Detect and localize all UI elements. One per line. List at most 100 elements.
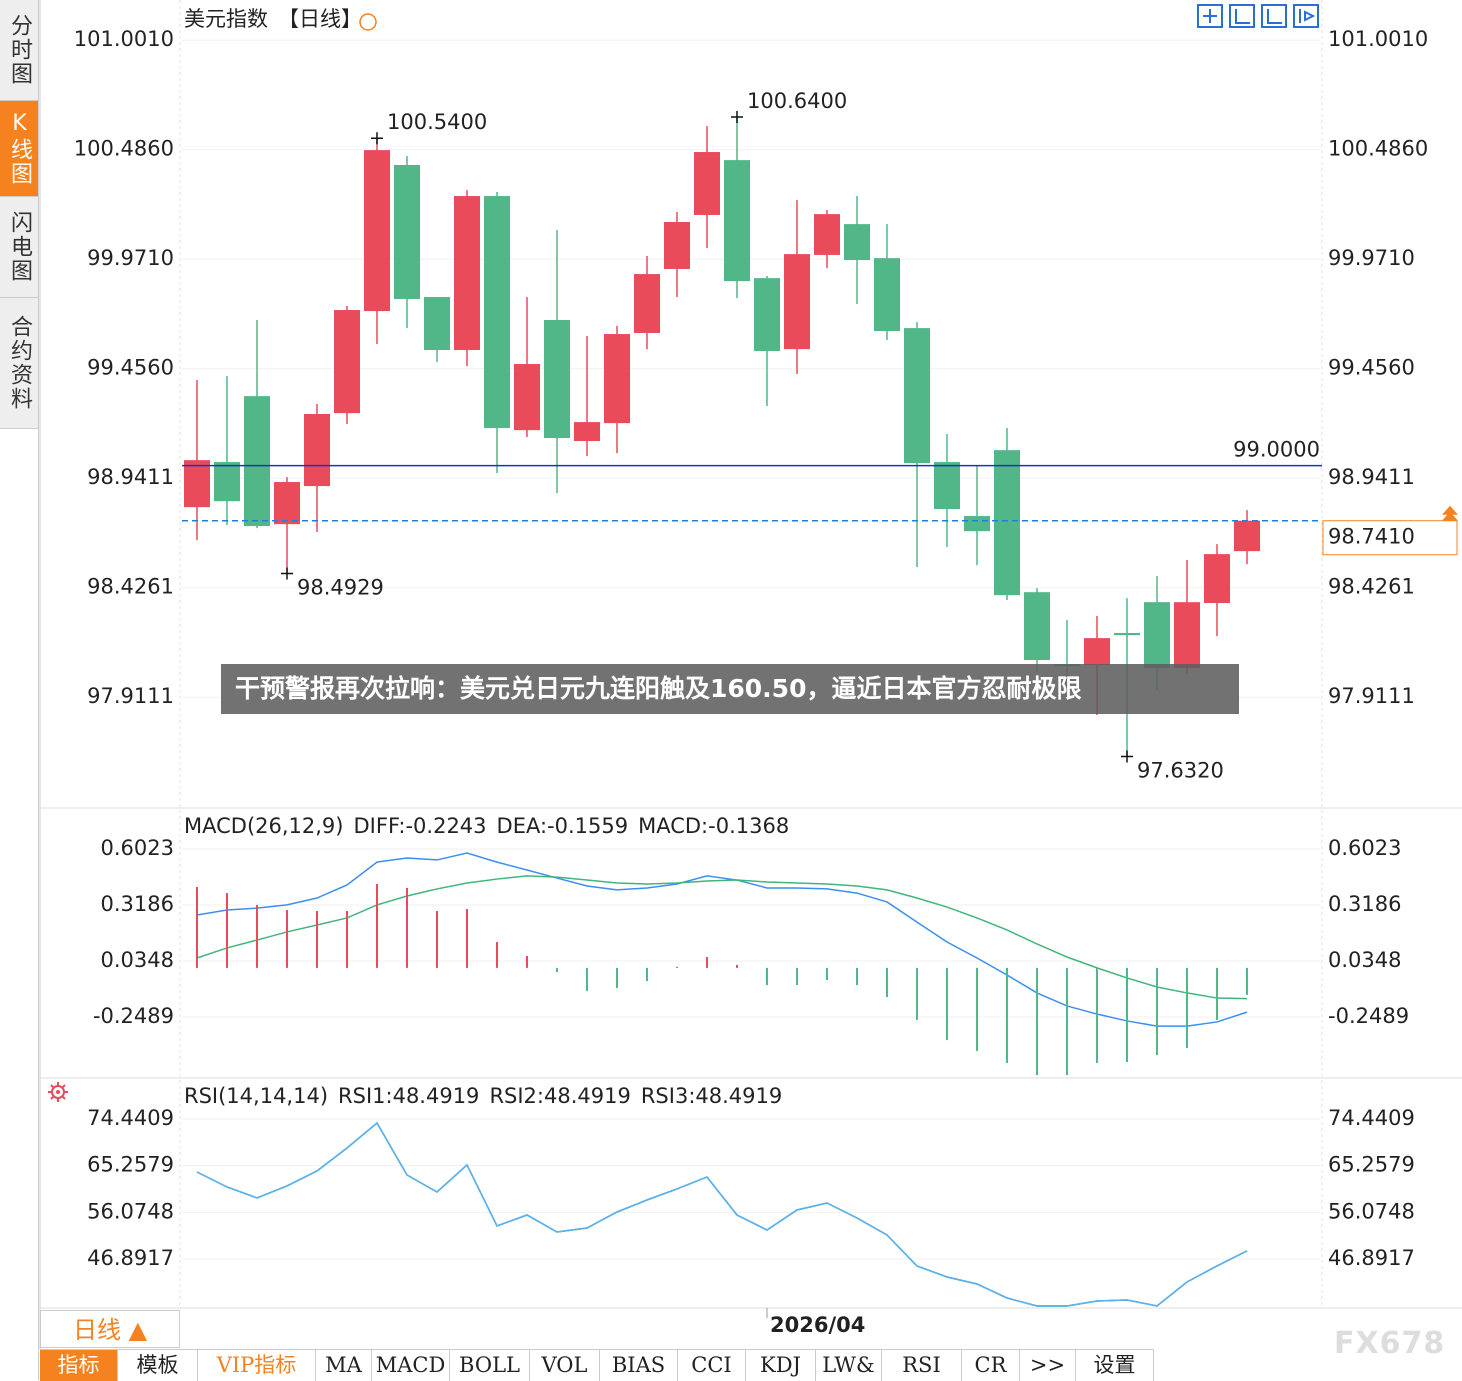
candle-body (214, 462, 240, 502)
headline-banner: 干预警报再次拉响：美元兑日元九连阳触及160.50，逼近日本官方忍耐极限 (221, 664, 1239, 714)
candle-body (394, 165, 420, 299)
y-tick-label: 0.6023 (101, 836, 174, 860)
candle-body (1204, 554, 1230, 604)
y-tick-label: 0.0348 (101, 948, 174, 972)
y-tick-label: 99.9710 (87, 246, 174, 270)
indicator-line (196, 852, 1248, 1027)
watermark: FX678 (1334, 1326, 1446, 1361)
candle-body (1144, 602, 1170, 669)
indicator-line (196, 875, 1248, 1000)
toolbar-item[interactable]: MACD (372, 1350, 450, 1381)
candle-body (424, 297, 450, 350)
reference-label: 99.0000 (1233, 438, 1320, 462)
toolbar-item[interactable]: 模板 (118, 1350, 198, 1381)
toolbar-item[interactable]: LW& (816, 1350, 882, 1381)
legend-entry: MACD:-0.1368 (638, 814, 789, 838)
candle-body (1234, 520, 1260, 552)
candle-body (574, 422, 600, 441)
toolbar-item[interactable]: MA (316, 1350, 372, 1381)
y-tick-label: 56.0748 (87, 1199, 174, 1223)
candle-body (694, 152, 720, 215)
extreme-label: 100.6400 (747, 89, 847, 113)
price-arrow (1442, 505, 1458, 521)
sidebar-tab[interactable]: K线图 (0, 101, 38, 197)
y-tick-label-right: -0.2489 (1328, 1004, 1409, 1028)
period-tab[interactable]: 日线 ▲ (40, 1310, 180, 1348)
legend-entry: DEA:-0.1559 (497, 814, 629, 838)
extreme-marker (281, 567, 293, 580)
settings-icon[interactable] (48, 1082, 68, 1102)
toolbar-item[interactable]: BOLL (450, 1350, 530, 1381)
y-tick-label: 98.4261 (87, 575, 174, 599)
toolbar-item[interactable]: VIP指标 (198, 1350, 316, 1381)
extreme-label: 98.4929 (297, 575, 384, 599)
y-tick-label: 46.8917 (87, 1246, 174, 1270)
sidebar-tab[interactable]: 合约资料 (0, 298, 38, 429)
extreme-marker (1121, 750, 1133, 763)
y-tick-label-right: 101.0010 (1328, 27, 1428, 51)
candle-body (244, 396, 270, 527)
sidebar-tab[interactable]: 分时图 (0, 0, 38, 101)
sidebar: 分时图 K线图 闪电图 合约资料 (0, 0, 39, 1380)
extreme-marker (731, 110, 743, 123)
sidebar-tab[interactable]: 闪电图 (0, 197, 38, 298)
candle-body (724, 160, 750, 282)
toolbar-item[interactable]: BIAS (600, 1350, 678, 1381)
indicator-line (196, 1121, 1248, 1307)
y-tick-label: 101.0010 (74, 27, 174, 51)
candle-body (364, 150, 390, 312)
toolbar-item[interactable]: 指标 (40, 1350, 118, 1381)
toolbar-item[interactable]: RSI (882, 1350, 962, 1381)
panel-subtitle: 【日线】 (278, 7, 362, 31)
y-tick-label: 99.4560 (87, 356, 174, 380)
y-tick-label-right: 56.0748 (1328, 1199, 1415, 1223)
candle-body (454, 196, 480, 350)
candle-body (634, 274, 660, 333)
candle-body (814, 214, 840, 255)
y-tick-label-right: 98.4261 (1328, 575, 1415, 599)
toolbar-item[interactable]: CR (962, 1350, 1020, 1381)
toolbar-item[interactable]: KDJ (746, 1350, 816, 1381)
y-tick-label-right: 98.9411 (1328, 465, 1415, 489)
y-tick-label-right: 97.9111 (1328, 684, 1415, 708)
legend-entry: RSI3:48.4919 (641, 1084, 782, 1108)
candle-body (904, 328, 930, 464)
candle-body (934, 462, 960, 510)
candle-body (274, 482, 300, 525)
candle-body (514, 364, 540, 431)
extreme-marker (371, 132, 383, 145)
y-tick-label-right: 100.4860 (1328, 137, 1428, 161)
extreme-label: 100.5400 (387, 110, 487, 134)
indicator-line (196, 1121, 1248, 1307)
y-tick-label-right: 0.3186 (1328, 892, 1401, 916)
price-label-box (1322, 520, 1458, 556)
candle-body (964, 516, 990, 532)
candle-body (994, 450, 1020, 596)
y-tick-label: 100.4860 (74, 137, 174, 161)
y-tick-label: 74.4409 (87, 1106, 174, 1130)
y-tick-label: 0.3186 (101, 892, 174, 916)
toolbar-item[interactable]: CCI (678, 1350, 746, 1381)
toolbar-item[interactable]: VOL (530, 1350, 600, 1381)
toolbar-icons[interactable] (1197, 4, 1319, 28)
y-tick-label-right: 0.6023 (1328, 836, 1401, 860)
candle-body (604, 334, 630, 424)
indicator-toolbar: 指标 模板 VIP指标 MA MACD BOLL VOL BIAS CCI KDJ LW& RSI CR… (40, 1349, 1154, 1381)
candle-body (754, 278, 780, 352)
y-tick-label: -0.2489 (93, 1004, 174, 1028)
toolbar-item[interactable]: 设置 (1076, 1350, 1154, 1381)
candle-body (334, 310, 360, 414)
x-tick-label: 2026/04 (770, 1313, 865, 1337)
candle-body (874, 258, 900, 332)
indicator-line (196, 1121, 1248, 1307)
y-tick-label: 97.9111 (87, 684, 174, 708)
collapse-icon[interactable] (359, 13, 377, 31)
candle-body (1084, 638, 1110, 666)
candle-body (1174, 602, 1200, 669)
y-tick-label-right: 46.8917 (1328, 1246, 1415, 1270)
panel-title: 美元指数 (184, 7, 268, 31)
candle-body (544, 320, 570, 439)
toolbar-item[interactable]: >> (1020, 1350, 1076, 1381)
